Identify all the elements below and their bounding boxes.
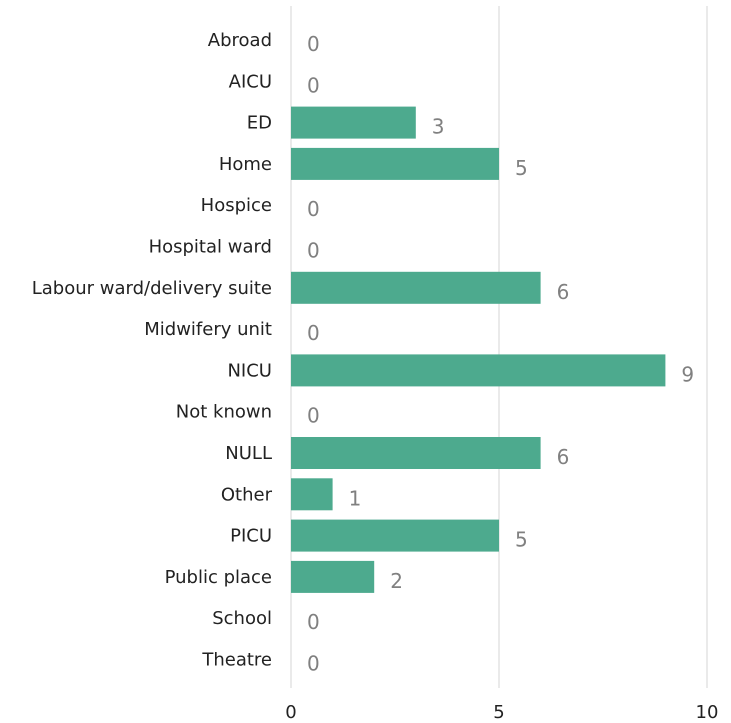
bar-ed — [291, 106, 416, 139]
x-axis-tick-labels: 0 5 10 — [285, 702, 718, 723]
category-label-theatre: Theatre — [201, 650, 272, 671]
bar-labour-ward-delivery-suite — [291, 271, 541, 304]
value-label-other: 1 — [349, 486, 362, 510]
value-label-theatre: 0 — [307, 652, 320, 676]
category-label-home: Home — [219, 154, 272, 175]
bars — [291, 106, 666, 593]
bar-other — [291, 478, 333, 511]
category-label-public-place: Public place — [165, 567, 272, 588]
value-label-midwifery-unit: 0 — [307, 321, 320, 345]
category-label-hospice: Hospice — [201, 195, 272, 216]
value-label-nicu: 9 — [681, 362, 694, 386]
category-label-aicu: AICU — [229, 71, 272, 92]
bar-picu — [291, 519, 499, 552]
category-label-nicu: NICU — [227, 360, 272, 381]
category-label-other: Other — [221, 484, 273, 505]
category-label-midwifery-unit: Midwifery unit — [144, 319, 272, 340]
category-label-labour-ward-delivery-suite: Labour ward/delivery suite — [32, 278, 272, 299]
value-label-home: 5 — [515, 156, 528, 180]
value-labels: 0 0 3 5 0 0 6 0 9 0 6 1 5 2 0 0 — [307, 32, 694, 676]
value-label-labour-ward-delivery-suite: 6 — [557, 280, 570, 304]
x-tick-label-10: 10 — [696, 702, 719, 723]
value-label-not-known: 0 — [307, 404, 320, 428]
category-labels: Abroad AICU ED Home Hospice Hospital ward Labo… — [32, 30, 273, 671]
value-label-ed: 3 — [432, 115, 445, 139]
x-tick-label-5: 5 — [493, 702, 504, 723]
category-label-hospital-ward: Hospital ward — [149, 237, 272, 258]
value-label-aicu: 0 — [307, 73, 320, 97]
value-label-school: 0 — [307, 610, 320, 634]
value-label-hospice: 0 — [307, 197, 320, 221]
value-label-picu: 5 — [515, 528, 528, 552]
category-label-abroad: Abroad — [208, 30, 272, 51]
value-label-abroad: 0 — [307, 32, 320, 56]
value-label-public-place: 2 — [390, 569, 403, 593]
bar-public-place — [291, 560, 375, 593]
category-label-ed: ED — [247, 113, 272, 134]
category-label-not-known: Not known — [176, 402, 272, 423]
bar-null — [291, 437, 541, 469]
category-label-picu: PICU — [230, 526, 272, 547]
category-label-null: NULL — [225, 443, 272, 464]
bar-home — [291, 147, 499, 180]
x-tick-label-0: 0 — [285, 702, 296, 723]
category-label-school: School — [212, 608, 272, 629]
value-label-hospital-ward: 0 — [307, 239, 320, 263]
value-label-null: 6 — [557, 445, 570, 469]
bar-nicu — [291, 354, 666, 387]
